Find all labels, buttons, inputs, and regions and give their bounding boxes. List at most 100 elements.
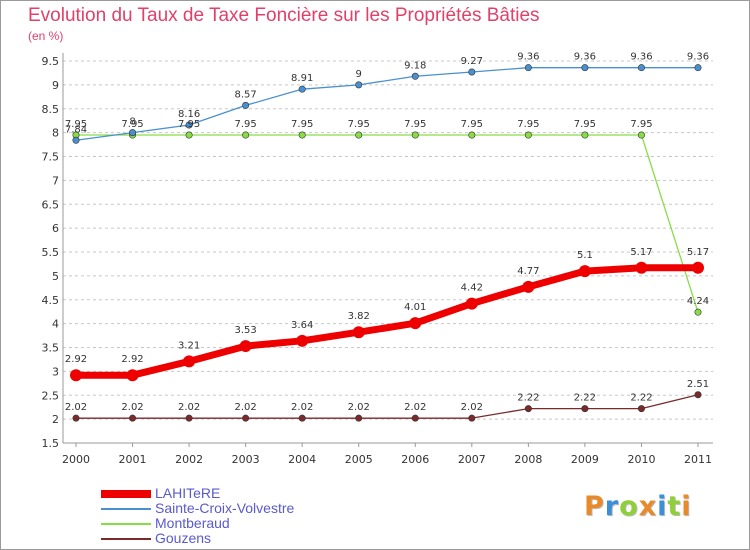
data-point xyxy=(637,131,645,139)
x-tick-label: 2006 xyxy=(401,453,429,466)
data-label: 7.95 xyxy=(630,119,652,130)
data-point xyxy=(185,121,193,129)
x-tick-label: 2002 xyxy=(175,453,203,466)
data-point xyxy=(468,131,476,139)
data-label: 2.22 xyxy=(630,393,652,404)
logo-letter: x xyxy=(638,491,658,522)
legend-swatch xyxy=(101,538,151,540)
x-tick-label: 2005 xyxy=(345,453,373,466)
data-label: 7.95 xyxy=(235,119,257,130)
data-point xyxy=(635,261,648,274)
y-tick-label: 3.5 xyxy=(42,342,60,355)
data-label: 7.95 xyxy=(121,119,143,130)
legend-label: Montberaud xyxy=(155,515,230,531)
data-point xyxy=(522,280,535,293)
legend-item: LAHITeRE xyxy=(101,486,401,501)
logo-letter: i xyxy=(657,491,668,522)
data-label: 9.36 xyxy=(574,52,596,63)
data-point xyxy=(72,414,80,422)
data-label: 7.95 xyxy=(178,119,200,130)
logo-letter: r xyxy=(604,491,620,522)
data-point xyxy=(694,64,702,72)
data-label: 2.02 xyxy=(348,402,370,413)
logo-letter: P xyxy=(584,491,605,522)
data-label: 9.18 xyxy=(404,60,426,71)
data-label: 2.02 xyxy=(178,402,200,413)
data-label: 7.95 xyxy=(291,119,313,130)
data-label: 9 xyxy=(356,69,362,80)
data-label: 2.02 xyxy=(65,402,87,413)
data-label: 3.21 xyxy=(178,340,200,351)
axis-layer: 1.5 2 2.5 3 3.5 4 4.5 5 5.5 6 6.5 7 7.5 8 8.5 9 9.5 2000 2… xyxy=(42,53,713,466)
y-tick-label: 4 xyxy=(52,318,59,331)
y-tick-label: 9.5 xyxy=(42,55,60,68)
data-point xyxy=(296,334,309,347)
data-point xyxy=(581,64,589,72)
data-point xyxy=(355,131,363,139)
data-label: 2.51 xyxy=(687,379,709,390)
data-label: 9.36 xyxy=(630,52,652,63)
data-point xyxy=(242,101,250,109)
data-label: 7.95 xyxy=(517,119,539,130)
data-label: 3.64 xyxy=(291,320,313,331)
series-line-0 xyxy=(72,264,702,379)
proxiti-logo: Proxiti xyxy=(584,491,692,522)
data-point xyxy=(411,72,419,80)
y-tick-label: 5.5 xyxy=(42,246,60,259)
series-line-3 xyxy=(75,394,699,419)
data-label: 8.16 xyxy=(178,109,200,120)
legend-item: Montberaud xyxy=(101,516,401,531)
y-tick-label: 4.5 xyxy=(42,294,60,307)
data-point xyxy=(409,317,422,330)
data-point xyxy=(411,414,419,422)
data-point xyxy=(637,405,645,413)
legend-swatch xyxy=(101,490,151,498)
legend-label: Sainte-Croix-Volvestre xyxy=(155,500,295,516)
data-label: 2.02 xyxy=(121,402,143,413)
data-point xyxy=(183,355,196,368)
data-point xyxy=(692,261,704,274)
label-layer: 2.92 2.92 3.21 3.53 3.64 3.82 4.01 4.42 4.77 5.1 5… xyxy=(65,52,709,413)
data-point xyxy=(298,131,306,139)
data-point xyxy=(468,68,476,76)
data-point xyxy=(524,405,532,413)
x-tick-label: 2011 xyxy=(684,453,712,466)
data-label: 7.95 xyxy=(65,119,87,130)
data-label: 4.77 xyxy=(517,266,539,277)
data-label: 5.17 xyxy=(630,247,652,258)
data-point xyxy=(581,131,589,139)
data-point xyxy=(129,414,137,422)
x-tick-label: 2001 xyxy=(119,453,147,466)
chart-title: Evolution du Taux de Taxe Foncière sur l… xyxy=(28,5,540,26)
grid-layer xyxy=(63,60,713,444)
legend: LAHITeRE Sainte-Croix-Volvestre Montberaud… xyxy=(101,486,401,546)
data-label: 2.22 xyxy=(517,393,539,404)
data-point xyxy=(298,85,306,93)
data-point xyxy=(355,81,363,89)
y-tick-label: 8 xyxy=(52,127,59,140)
data-point xyxy=(129,129,137,137)
data-label: 2.22 xyxy=(574,393,596,404)
data-point xyxy=(411,131,419,139)
legend-swatch xyxy=(101,508,151,510)
data-label: 9.36 xyxy=(687,52,709,63)
data-label: 2.02 xyxy=(235,402,257,413)
data-point xyxy=(465,297,478,310)
data-label: 9.36 xyxy=(517,52,539,63)
x-tick-label: 2003 xyxy=(232,453,260,466)
data-point xyxy=(239,340,252,353)
y-tick-label: 6.5 xyxy=(42,198,60,211)
data-label: 5.17 xyxy=(687,247,709,258)
data-label: 8.91 xyxy=(291,73,313,84)
data-label: 7.95 xyxy=(404,119,426,130)
data-label: 2.02 xyxy=(461,402,483,413)
data-point xyxy=(578,265,591,278)
data-label: 4.42 xyxy=(461,283,483,294)
y-tick-label: 2.5 xyxy=(42,389,60,402)
y-tick-label: 7 xyxy=(52,174,59,187)
x-tick-label: 2008 xyxy=(514,453,542,466)
x-tick-label: 2009 xyxy=(571,453,599,466)
legend-label: Gouzens xyxy=(155,530,212,546)
